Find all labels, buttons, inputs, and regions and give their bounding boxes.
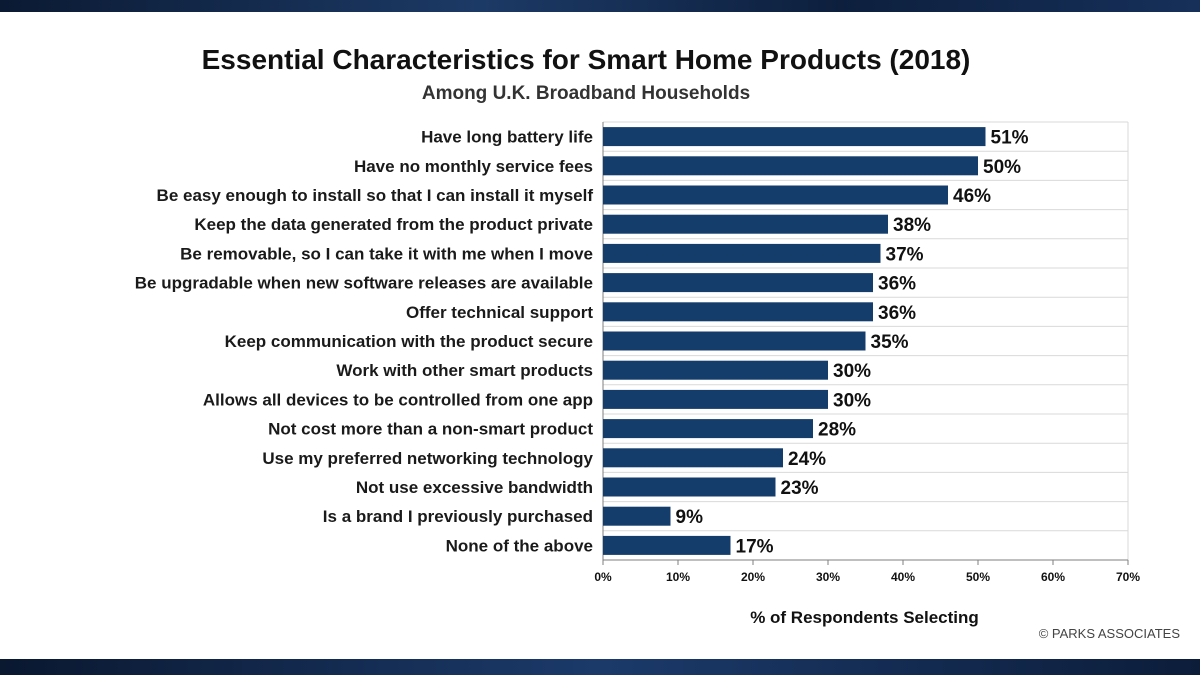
top-decorative-band [0,0,1200,12]
bar [603,448,783,468]
bar [603,127,986,147]
x-tick-label: 0% [594,570,612,584]
x-tick-label: 20% [741,570,765,584]
data-label: 37% [886,244,924,265]
x-tick-label: 50% [966,570,990,584]
x-axis-label: % of Respondents Selecting [750,608,979,627]
category-label: Offer technical support [406,303,593,322]
category-label: Be upgradable when new software releases… [135,274,593,293]
data-label: 46% [953,186,991,207]
category-label: Not cost more than a non-smart product [268,420,593,439]
category-label: Use my preferred networking technology [262,449,593,468]
x-tick-label: 40% [891,570,915,584]
category-label: Allows all devices to be controlled from… [203,390,593,409]
data-label: 36% [878,303,916,324]
bottom-decorative-band [0,659,1200,675]
data-label: 36% [878,274,916,295]
bar [603,302,873,322]
category-label: Work with other smart products [336,361,593,380]
x-tick-label: 10% [666,570,690,584]
data-label: 9% [676,507,704,528]
data-label: 24% [788,449,826,470]
bar [603,506,671,526]
category-label: Have long battery life [421,128,593,147]
bar [603,360,828,380]
data-label: 23% [781,478,819,499]
bar [603,419,813,439]
category-label: Be removable, so I can take it with me w… [180,244,593,263]
category-label: Be easy enough to install so that I can … [157,186,594,205]
bar [603,273,873,293]
data-label: 51% [991,128,1029,149]
x-tick-label: 30% [816,570,840,584]
bar [603,243,881,263]
bar [603,477,776,497]
bar [603,156,978,176]
category-label: Keep communication with the product secu… [225,332,593,351]
bar [603,389,828,409]
category-label: None of the above [446,536,593,555]
data-label: 28% [818,420,856,441]
bar [603,331,866,351]
copyright-notice: © PARKS ASSOCIATES [1038,626,1180,641]
category-label: Keep the data generated from the product… [194,215,593,234]
data-label: 30% [833,361,871,382]
data-label: 30% [833,390,871,411]
x-tick-label: 70% [1116,570,1140,584]
chart-subtitle: Among U.K. Broadband Households [421,83,751,104]
data-label: 50% [983,157,1021,178]
data-label: 38% [893,215,931,236]
category-label: Have no monthly service fees [354,157,593,176]
x-tick-label: 60% [1041,570,1065,584]
chart-title: Essential Characteristics for Smart Home… [201,44,971,75]
category-label: Is a brand I previously purchased [323,507,593,526]
bar [603,185,948,205]
data-label: 17% [736,536,774,557]
category-label: Not use excessive bandwidth [356,478,593,497]
bar [603,535,731,555]
bar [603,214,888,234]
data-label: 35% [871,332,909,353]
